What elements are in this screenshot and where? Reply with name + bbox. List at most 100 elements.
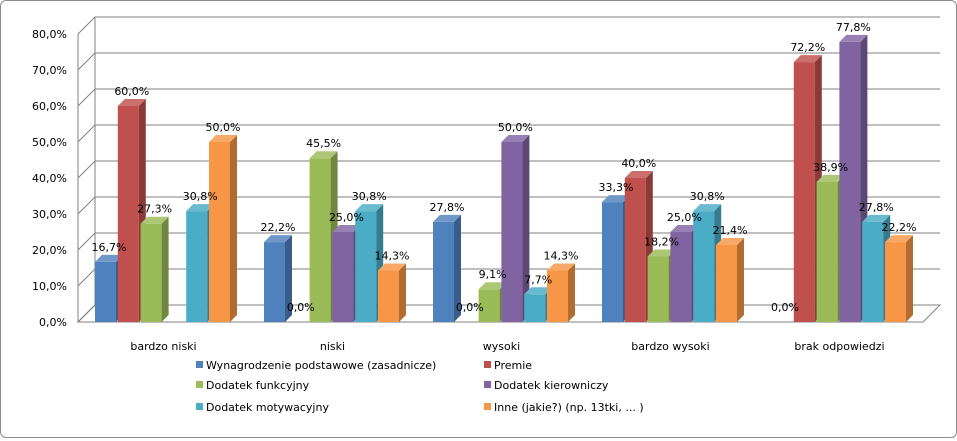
data-label: 9,1% <box>479 268 507 281</box>
bar <box>816 181 838 322</box>
x-tick-label: bardzo niski <box>130 340 196 353</box>
data-label: 0,0% <box>456 301 484 314</box>
bar-top <box>816 174 845 182</box>
data-labels: 16,7% 60,0% 27,3% 30,8% 50,0% 22,2% 0,0% 45,5% 2… <box>92 21 917 314</box>
legend-entry: Dodatek funkcyjny <box>206 379 310 392</box>
data-label: 16,7% <box>92 241 127 254</box>
bar-side <box>230 135 237 322</box>
bar <box>693 211 715 322</box>
y-tick-label: 20,0% <box>32 244 67 257</box>
bar <box>885 242 906 322</box>
gridline <box>77 88 940 107</box>
data-label: 40,0% <box>621 157 656 170</box>
bar-top <box>378 263 406 271</box>
data-label: 21,4% <box>713 224 748 237</box>
y-axis-tick-labels: 0,0% 10,0% 20,0% 30,0% 40,0% 50,0% 60,0% 70,0% 8… <box>32 28 67 329</box>
x-tick-label: niski <box>320 340 345 353</box>
bar <box>547 270 568 322</box>
bar-top <box>186 204 215 212</box>
data-label: 27,8% <box>859 201 894 214</box>
legend-entry: Premie <box>494 359 532 372</box>
data-label: 27,3% <box>137 203 172 216</box>
bar <box>478 289 500 322</box>
data-label: 0,0% <box>771 301 799 314</box>
data-label: 50,0% <box>498 121 533 134</box>
legend-entry: Dodatek kierowniczy <box>494 379 609 392</box>
y-tick-label: 70,0% <box>32 64 67 77</box>
gridline <box>77 160 940 179</box>
bar <box>793 62 815 323</box>
y-tick-label: 10,0% <box>32 280 67 293</box>
data-label: 25,0% <box>667 211 702 224</box>
bar-side <box>454 214 461 322</box>
bar-top <box>624 171 653 178</box>
legend-swatch <box>484 403 491 410</box>
bar-side <box>161 216 169 322</box>
bar-top <box>862 214 891 222</box>
data-label: 30,8% <box>183 190 218 203</box>
data-label: 72,2% <box>790 41 825 54</box>
legend-swatch <box>196 361 203 368</box>
bar <box>140 223 162 322</box>
data-label: 22,2% <box>882 221 917 234</box>
y-tick-label: 50,0% <box>32 136 67 149</box>
bar-top <box>602 195 630 203</box>
bar <box>501 142 523 322</box>
x-tick-label: bardzo wysoki <box>631 340 709 353</box>
bar-top <box>95 254 123 262</box>
bar <box>186 211 208 322</box>
bar <box>839 41 861 323</box>
data-label: 22,2% <box>261 221 296 234</box>
bar-top <box>716 237 744 245</box>
y-tick-label: 40,0% <box>32 172 67 185</box>
data-label: 38,9% <box>813 161 848 174</box>
data-label: 50,0% <box>206 121 241 134</box>
gridline <box>77 124 940 143</box>
bar <box>602 202 623 322</box>
legend-swatch <box>196 381 203 388</box>
data-label: 27,8% <box>430 201 465 214</box>
data-label: 60,0% <box>114 85 149 98</box>
bar <box>264 242 285 322</box>
legend-swatch <box>484 361 491 368</box>
bar-top <box>885 235 913 243</box>
bar-top <box>117 99 146 106</box>
bar <box>624 178 646 322</box>
data-label: 0,0% <box>287 301 315 314</box>
gridline <box>77 232 940 251</box>
bar <box>647 256 669 322</box>
bar-top <box>839 34 868 42</box>
bar-side <box>285 235 292 322</box>
bar <box>95 261 116 322</box>
bar <box>716 244 737 322</box>
bar <box>378 270 399 322</box>
y-tick-label: 80,0% <box>32 28 67 41</box>
data-label: 30,8% <box>690 190 725 203</box>
legend-entry: Wynagrodzenie podstawowe (zasadnicze) <box>206 359 436 372</box>
bar-top <box>793 55 822 63</box>
legend-swatch <box>196 403 203 410</box>
bar-top <box>309 151 338 159</box>
x-tick-label: brak odpowiedzi <box>794 340 884 353</box>
bar <box>862 221 884 322</box>
bar <box>209 142 230 322</box>
bar-top <box>647 249 676 257</box>
bar <box>524 294 546 322</box>
data-label: 14,3% <box>544 250 579 263</box>
bar-side <box>399 263 406 322</box>
gridline <box>77 196 940 215</box>
legend-swatch <box>484 381 491 388</box>
bar-top <box>478 282 507 290</box>
bar-top <box>524 287 553 295</box>
data-label: 33,3% <box>599 181 634 194</box>
data-label: 14,3% <box>375 250 410 263</box>
bar <box>309 158 331 322</box>
bars <box>95 34 913 323</box>
legend-entry: Dodatek motywacyjny <box>206 401 329 414</box>
data-label: 77,8% <box>836 21 871 34</box>
bar-top <box>670 225 699 232</box>
data-label: 18,2% <box>644 235 679 248</box>
bar-top <box>547 263 575 271</box>
